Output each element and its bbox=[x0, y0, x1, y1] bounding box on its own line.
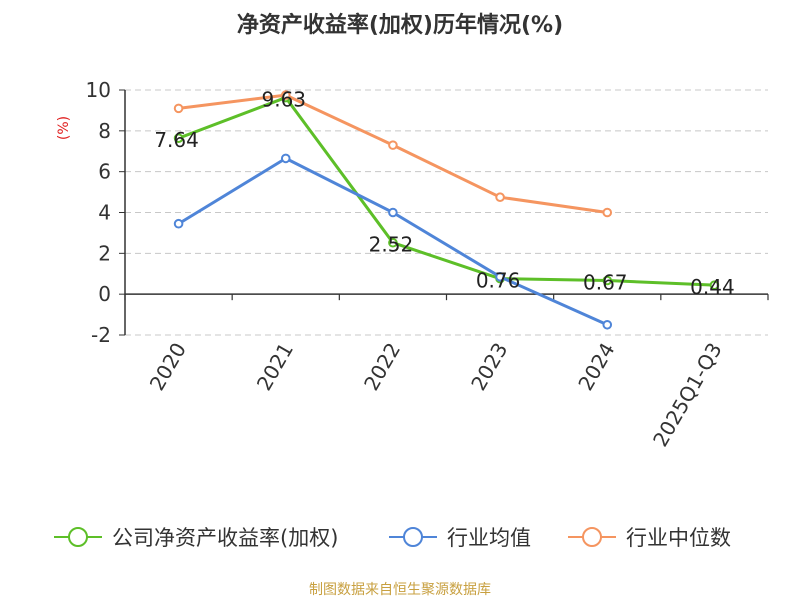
legend-label: 公司净资产收益率(加权) bbox=[112, 526, 338, 550]
data-label: 0.76 bbox=[476, 269, 521, 293]
legend-label: 行业均值 bbox=[447, 526, 531, 550]
data-point bbox=[280, 90, 291, 100]
data-label: 2.52 bbox=[369, 233, 414, 257]
series-line bbox=[177, 96, 716, 287]
data-point bbox=[388, 207, 398, 218]
data-label: 9.63 bbox=[261, 88, 306, 112]
data-point bbox=[602, 319, 613, 330]
source-note: 制图数据来自恒生聚源数据库 bbox=[309, 582, 491, 598]
legend-item: 行业均值 bbox=[389, 526, 531, 550]
data-point bbox=[173, 218, 184, 229]
y-tick-label: 4 bbox=[98, 201, 111, 225]
data-label: 0.44 bbox=[690, 275, 735, 299]
x-tick-label: 2020 bbox=[145, 339, 191, 395]
data-point bbox=[495, 192, 505, 202]
x-tick-label: 2025Q1-Q3 bbox=[648, 339, 727, 451]
y-tick-label: 0 bbox=[98, 282, 111, 306]
y-tick-label: -2 bbox=[91, 323, 111, 347]
data-point bbox=[388, 140, 398, 150]
data-point bbox=[280, 153, 291, 164]
data-label: 7.64 bbox=[154, 128, 199, 152]
data-point bbox=[495, 272, 505, 282]
y-axis-label: (%) bbox=[56, 116, 72, 140]
legend-label: 行业中位数 bbox=[626, 526, 731, 550]
data-label: 0.67 bbox=[583, 270, 628, 294]
x-tick-label: 2021 bbox=[252, 339, 298, 395]
legend-marker bbox=[68, 527, 88, 547]
data-point bbox=[602, 275, 613, 286]
legend-item: 行业中位数 bbox=[568, 526, 731, 550]
data-point bbox=[173, 133, 184, 143]
x-tick-label: 2024 bbox=[573, 339, 619, 395]
data-point bbox=[709, 280, 720, 290]
y-tick-label: 6 bbox=[98, 160, 111, 184]
legend-marker bbox=[582, 527, 602, 547]
x-tick-label: 2023 bbox=[466, 339, 512, 395]
y-tick-label: 2 bbox=[98, 241, 111, 265]
legend: 公司净资产收益率(加权) 行业均值 行业中位数 bbox=[54, 526, 731, 550]
legend-item: 公司净资产收益率(加权) bbox=[54, 526, 338, 550]
data-point bbox=[602, 207, 613, 218]
x-tick-label: 2022 bbox=[359, 339, 405, 395]
y-tick-label: 10 bbox=[86, 78, 111, 102]
data-point bbox=[388, 237, 398, 248]
chart-title: 净资产收益率(加权)历年情况(%) bbox=[237, 12, 563, 38]
y-tick-label: 8 bbox=[98, 119, 111, 143]
data-point bbox=[173, 103, 184, 114]
legend-marker bbox=[403, 527, 423, 547]
